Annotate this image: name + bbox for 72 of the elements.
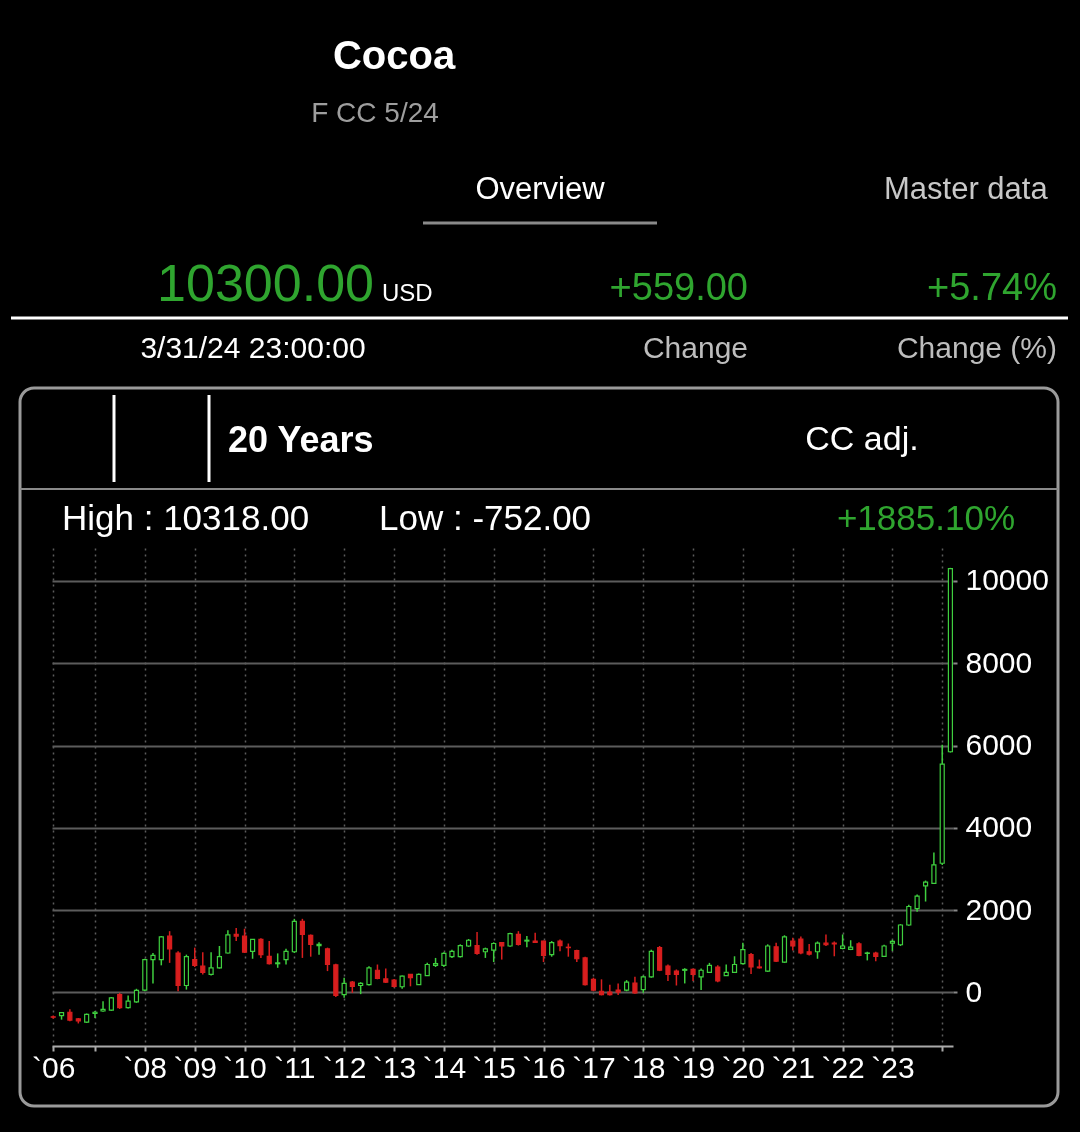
text: +1885.10% xyxy=(836,498,1015,537)
candlestick xyxy=(341,976,347,999)
text: Overview xyxy=(475,171,606,206)
y-tick-label: 10000 xyxy=(965,563,1049,597)
x-tick-label: `19 xyxy=(671,1050,716,1084)
candlestick xyxy=(532,932,538,944)
text: Change (%) xyxy=(896,331,1057,364)
candlestick xyxy=(158,935,164,967)
candlestick xyxy=(92,1010,98,1019)
text: USD xyxy=(382,279,433,306)
chart-title: Cocoa xyxy=(332,33,456,77)
y-tick-label: 4000 xyxy=(965,810,1033,844)
text: Change xyxy=(642,331,748,364)
candlestick xyxy=(208,951,214,977)
x-tick-label: `12 xyxy=(322,1050,367,1084)
candlestick xyxy=(100,1000,106,1013)
candlestick xyxy=(167,930,173,964)
x-tick-label: `13 xyxy=(372,1050,417,1084)
text: +559.00 xyxy=(609,266,748,308)
text: High : 10318.00 xyxy=(62,498,310,537)
candlestick xyxy=(540,939,547,963)
x-tick-label: `21 xyxy=(771,1050,815,1084)
text: 20 Years xyxy=(228,419,374,460)
y-tick-label: 8000 xyxy=(965,645,1033,679)
text: +5.74% xyxy=(927,266,1057,308)
candlestick xyxy=(316,941,322,956)
y-tick-label: 6000 xyxy=(965,728,1033,762)
candlestick xyxy=(897,923,904,947)
candlestick xyxy=(308,933,314,958)
x-tick-label: `14 xyxy=(422,1050,467,1084)
x-tick-label: `22 xyxy=(821,1050,865,1084)
candlestick xyxy=(823,933,829,947)
x-tick-label: `17 xyxy=(572,1050,616,1084)
x-tick-label: `06 xyxy=(32,1050,76,1084)
text: CC adj. xyxy=(805,419,919,457)
x-tick-label: `23 xyxy=(871,1050,915,1084)
candlestick xyxy=(748,952,754,975)
candlestick xyxy=(922,879,929,903)
x-tick-label: `20 xyxy=(721,1050,766,1084)
x-tick-label: `18 xyxy=(622,1050,666,1084)
candlestick xyxy=(266,940,272,966)
candlestick xyxy=(150,952,156,985)
x-tick-label: `16 xyxy=(522,1050,566,1084)
candlestick xyxy=(906,904,912,927)
text: Master data xyxy=(884,171,1049,206)
candlestick xyxy=(233,927,239,942)
candlestick xyxy=(740,941,746,966)
candlestick xyxy=(241,927,248,954)
x-tick-label: `10 xyxy=(223,1050,267,1084)
candlestick xyxy=(216,945,223,970)
y-tick-label: 2000 xyxy=(965,892,1033,926)
candlestick xyxy=(200,951,206,976)
candlestick xyxy=(491,941,497,963)
x-tick-label: `09 xyxy=(173,1050,217,1084)
candlestick xyxy=(931,851,937,885)
candlestick xyxy=(258,937,264,959)
x-tick-label: `11 xyxy=(274,1050,316,1084)
y-tick-label: 0 xyxy=(965,975,983,1008)
candlestick xyxy=(615,982,621,996)
x-tick-label: `08 xyxy=(123,1050,167,1084)
candlestick xyxy=(474,931,480,956)
candlestick xyxy=(299,918,305,959)
candlestick xyxy=(657,945,663,972)
text: Low : -752.00 xyxy=(379,498,592,537)
x-tick-label: `15 xyxy=(472,1050,516,1084)
chart-subtitle: F CC 5/24 xyxy=(311,97,439,128)
candlestick xyxy=(192,946,198,968)
candlestick xyxy=(698,967,704,991)
candlestick xyxy=(524,935,530,948)
text: 10300.00 xyxy=(157,254,374,312)
candlestick xyxy=(225,929,231,955)
text: 3/31/24 23:00:00 xyxy=(140,331,366,364)
